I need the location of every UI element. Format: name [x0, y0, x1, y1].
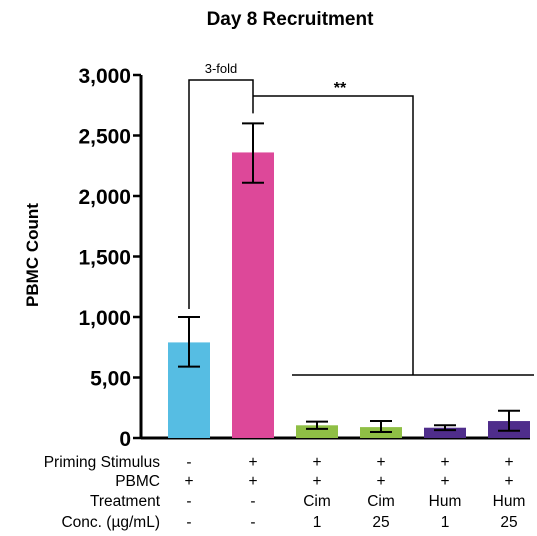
table-cell: +: [312, 454, 321, 471]
y-tick-label: 2,500: [78, 126, 131, 149]
table-cell: +: [504, 473, 513, 490]
chart-title: Day 8 Recruitment: [207, 9, 375, 30]
table-cell: +: [504, 454, 513, 471]
table-cell: -: [186, 493, 191, 510]
axes: 0 5,00 1,000 1,500 2,000 2,500 3,000: [78, 65, 530, 451]
table-cell: 1: [441, 514, 450, 531]
y-tick-label: 2,000: [78, 186, 131, 209]
table-cell: +: [376, 454, 385, 471]
significance-bracket: [253, 95, 414, 375]
table-cell: Hum: [429, 493, 462, 510]
bar: [232, 152, 274, 438]
table-cell: +: [248, 473, 257, 490]
y-tick-label: 5,00: [90, 368, 131, 391]
table-cell: -: [250, 493, 255, 510]
table-row-label: PBMC: [115, 473, 160, 490]
table-row-label: Conc. (µg/mL): [61, 514, 160, 531]
table-cell: Cim: [367, 493, 395, 510]
y-tick-label: 0: [119, 428, 131, 451]
table-cell: -: [250, 514, 255, 531]
table-cell: +: [312, 473, 321, 490]
table-cell: +: [440, 454, 449, 471]
table-cell: +: [440, 473, 449, 490]
error-bars: [178, 122, 520, 433]
table-cell: -: [186, 454, 191, 471]
y-tick-label: 1,500: [78, 247, 131, 270]
table-row-label: Treatment: [90, 493, 161, 510]
table-cell: 25: [500, 514, 517, 531]
table-cell: Cim: [303, 493, 331, 510]
bars: [168, 152, 530, 438]
table-row-label: Priming Stimulus: [44, 454, 161, 471]
table-cell: Hum: [493, 493, 526, 510]
table-cell: +: [248, 454, 257, 471]
fold-label: 3-fold: [205, 61, 238, 76]
y-tick-label: 1,000: [78, 307, 131, 330]
table-cell: +: [184, 473, 193, 490]
table-cell: 1: [313, 514, 322, 531]
table-cell: +: [376, 473, 385, 490]
bar: [424, 427, 466, 438]
significance-label: **: [334, 80, 347, 97]
annotations: 3-fold **: [188, 61, 534, 376]
y-axis-label: PBMC Count: [23, 203, 42, 307]
table-cell: 25: [372, 514, 389, 531]
condition-table: Priming Stimulus PBMC Treatment Conc. (µg/m…: [44, 454, 526, 531]
y-tick-label: 3,000: [78, 65, 131, 88]
table-cell: -: [186, 514, 191, 531]
